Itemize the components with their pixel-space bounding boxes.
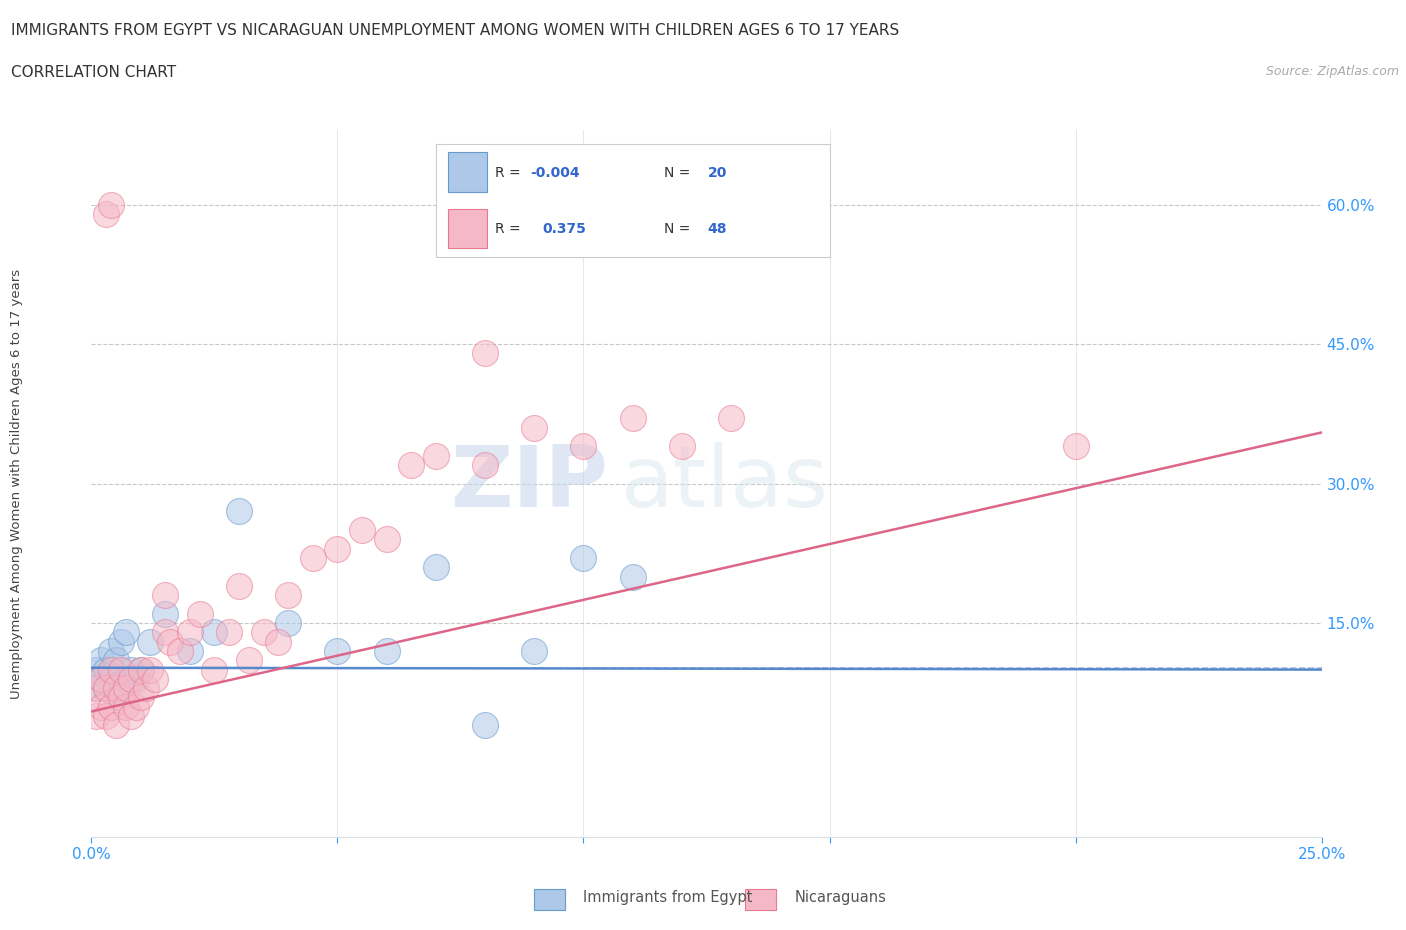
Point [110, 690, 132, 705]
Point [114, 681, 138, 696]
Point [277, 588, 299, 603]
Point [120, 671, 142, 686]
Point [86, 681, 108, 696]
Point [375, 644, 398, 658]
Point [523, 644, 546, 658]
Point [179, 644, 201, 658]
Point [90, 699, 112, 714]
Point [474, 718, 496, 733]
Point [139, 662, 162, 677]
Point [375, 532, 398, 547]
Point [671, 439, 693, 454]
Text: Unemployment Among Women with Children Ages 6 to 17 years: Unemployment Among Women with Children A… [10, 269, 24, 698]
Point [114, 671, 138, 686]
Point [218, 625, 240, 640]
Point [100, 644, 122, 658]
Point [145, 671, 166, 686]
Point [202, 662, 225, 677]
Point [124, 699, 146, 714]
Point [301, 551, 323, 565]
Point [90, 653, 112, 668]
Point [120, 709, 142, 724]
Point [96, 681, 117, 696]
Point [474, 458, 496, 472]
Point [179, 625, 201, 640]
Point [105, 718, 127, 733]
Point [86, 681, 108, 696]
Text: CORRELATION CHART: CORRELATION CHART [11, 65, 176, 80]
Point [110, 681, 132, 696]
Point [90, 671, 112, 686]
Point [105, 681, 127, 696]
Point [110, 634, 132, 649]
Text: Nicaraguans: Nicaraguans [794, 890, 886, 905]
Point [129, 662, 152, 677]
Point [523, 420, 546, 435]
Text: IMMIGRANTS FROM EGYPT VS NICARAGUAN UNEMPLOYMENT AMONG WOMEN WITH CHILDREN AGES : IMMIGRANTS FROM EGYPT VS NICARAGUAN UNEM… [11, 23, 900, 38]
Point [277, 616, 299, 631]
Point [425, 560, 447, 575]
Point [326, 541, 349, 556]
Point [100, 671, 122, 686]
Point [114, 699, 138, 714]
Point [96, 206, 117, 221]
Text: Source: ZipAtlas.com: Source: ZipAtlas.com [1265, 65, 1399, 78]
Point [96, 662, 117, 677]
Point [110, 662, 132, 677]
Point [238, 653, 260, 668]
Point [188, 606, 211, 621]
Point [202, 625, 225, 640]
Point [352, 523, 374, 538]
Point [86, 709, 108, 724]
Point [153, 606, 177, 621]
Point [474, 346, 496, 361]
Point [124, 671, 146, 686]
Point [399, 458, 422, 472]
Text: Immigrants from Egypt: Immigrants from Egypt [583, 890, 752, 905]
Point [425, 448, 447, 463]
Point [228, 504, 250, 519]
Point [153, 625, 177, 640]
Point [120, 662, 142, 677]
Point [253, 625, 276, 640]
Point [153, 588, 177, 603]
Point [169, 644, 191, 658]
Point [129, 662, 152, 677]
Point [139, 634, 162, 649]
Point [621, 411, 644, 426]
Point [572, 439, 595, 454]
Point [100, 662, 122, 677]
Point [96, 681, 117, 696]
Point [105, 653, 127, 668]
Point [100, 699, 122, 714]
Text: ZIP: ZIP [450, 442, 607, 525]
Point [135, 681, 156, 696]
Point [1064, 439, 1087, 454]
Point [720, 411, 742, 426]
Point [267, 634, 290, 649]
Point [129, 690, 152, 705]
Point [228, 578, 250, 593]
Point [159, 634, 181, 649]
Point [100, 197, 122, 212]
Point [572, 551, 595, 565]
Point [90, 671, 112, 686]
Point [105, 690, 127, 705]
Point [96, 709, 117, 724]
Point [114, 625, 138, 640]
Point [326, 644, 349, 658]
Point [621, 569, 644, 584]
Point [86, 662, 108, 677]
Text: atlas: atlas [620, 442, 828, 525]
